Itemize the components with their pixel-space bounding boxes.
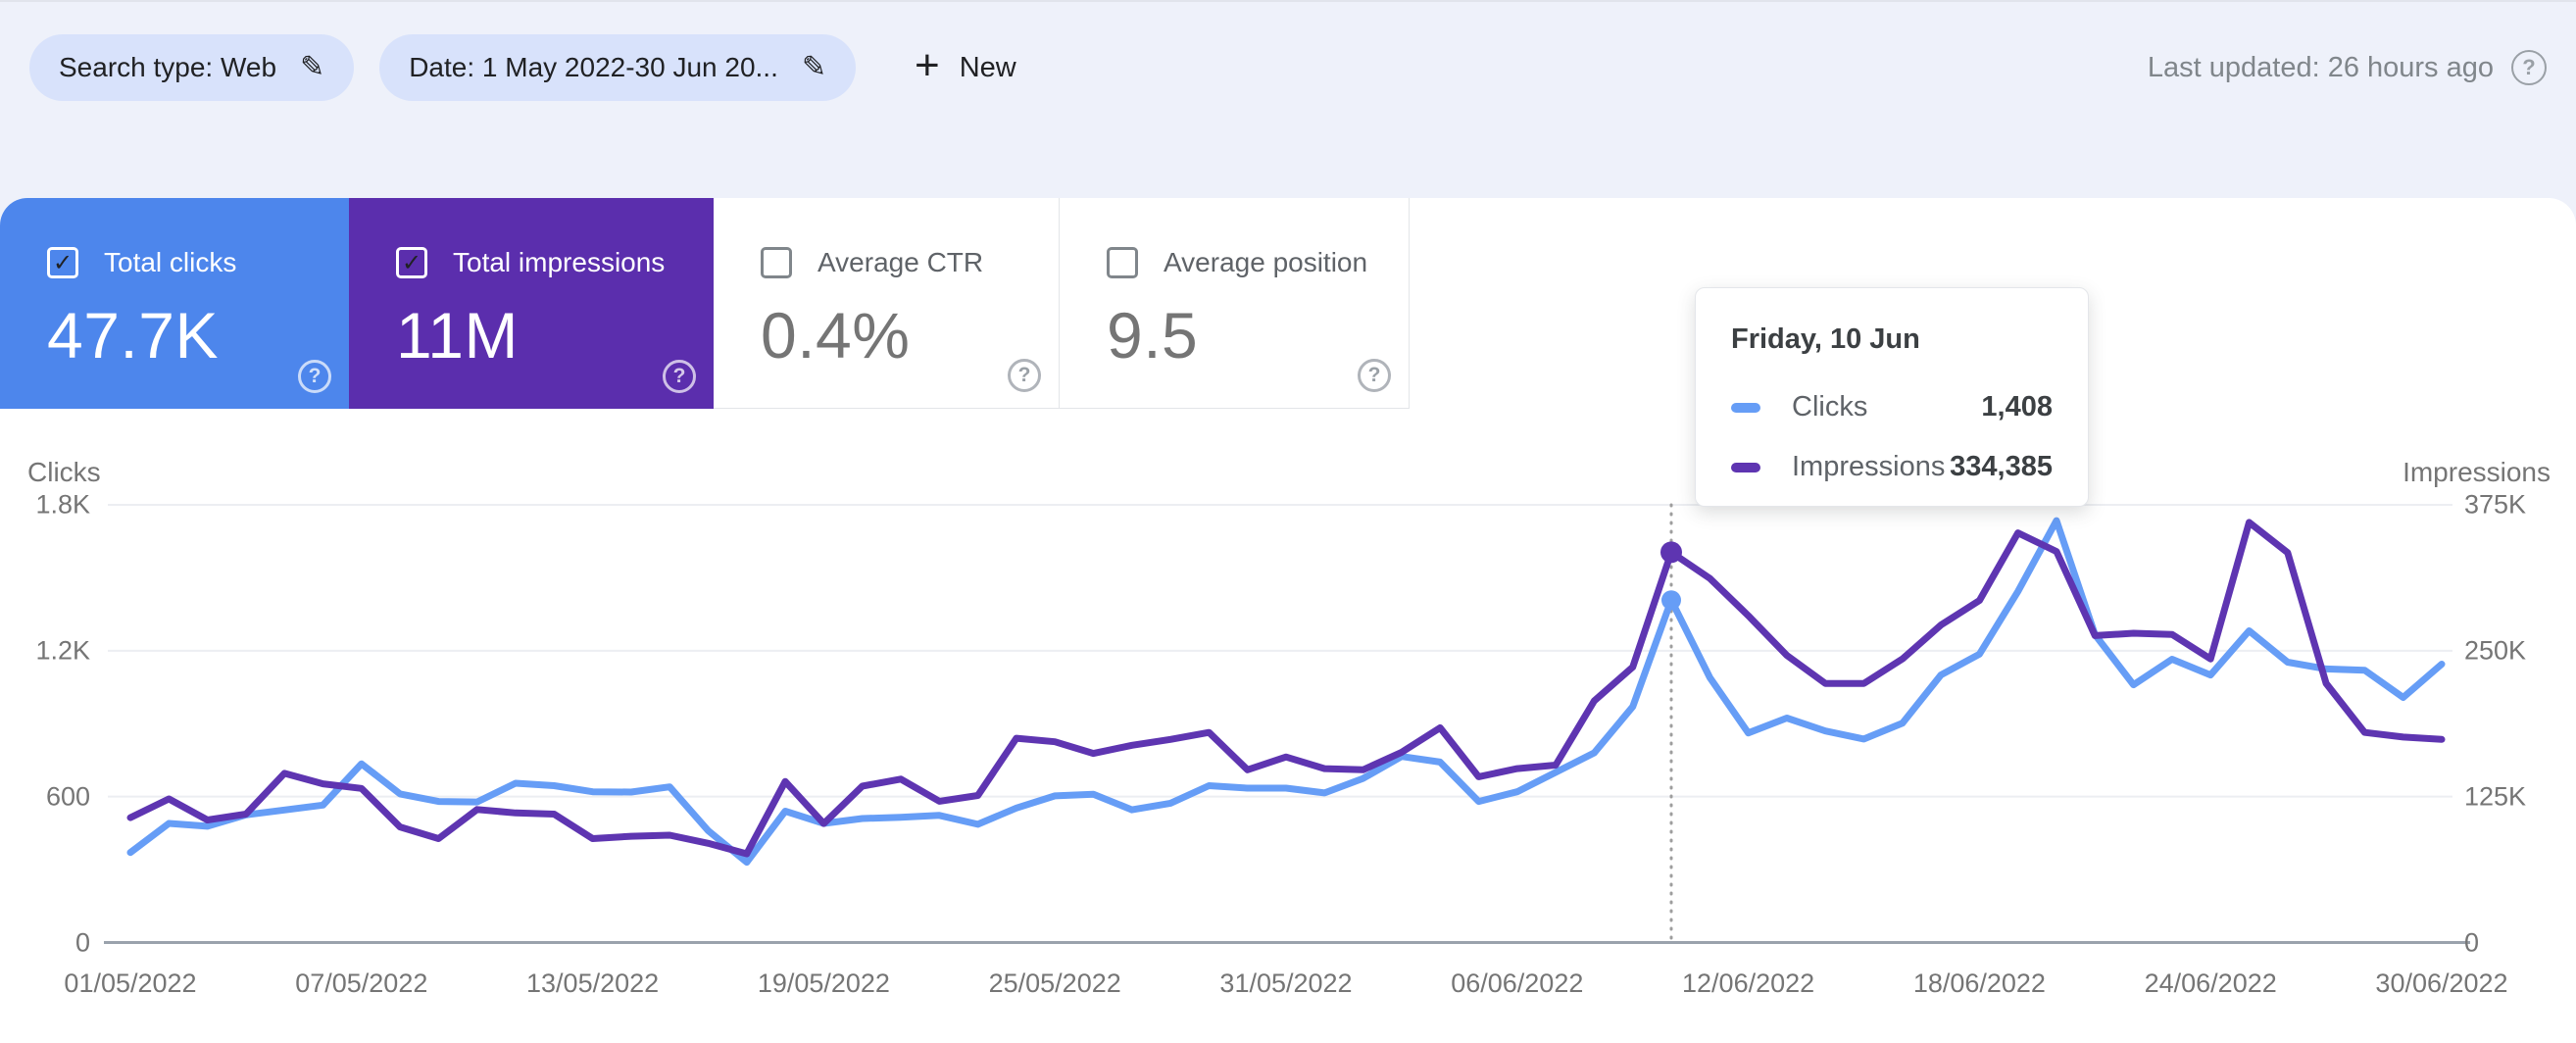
average-position-value: 9.5 bbox=[1107, 299, 1199, 372]
metric-cards-row: ✓ Total clicks 47.7K ? ✓ Total impressio… bbox=[0, 198, 1410, 409]
right-axis-title: Impressions bbox=[2403, 457, 2551, 487]
plus-icon: + bbox=[915, 41, 940, 89]
y-axis-tick-left: 600 bbox=[45, 781, 90, 812]
chart-tooltip: Friday, 10 Jun Clicks 1,408 Impressions … bbox=[1695, 287, 2089, 507]
x-axis-tick-label: 12/06/2022 bbox=[1682, 968, 1815, 998]
x-axis-tick-label: 30/06/2022 bbox=[2375, 968, 2508, 998]
new-filter-button[interactable]: + New bbox=[915, 41, 1016, 89]
x-axis-tick-label: 19/05/2022 bbox=[757, 968, 890, 998]
impressions-series-swatch-icon bbox=[1731, 462, 1760, 472]
search-type-chip-label: Search type: Web bbox=[59, 52, 277, 82]
x-axis-tick-label: 07/05/2022 bbox=[295, 968, 428, 998]
tooltip-row-clicks: Clicks 1,408 bbox=[1731, 391, 2053, 423]
checkbox-unchecked-icon[interactable] bbox=[1107, 247, 1138, 278]
new-filter-button-label: New bbox=[959, 51, 1016, 83]
x-axis-tick-label: 25/05/2022 bbox=[988, 968, 1121, 998]
tooltip-label: Impressions bbox=[1792, 451, 1946, 482]
metric-card-average-ctr[interactable]: Average CTR 0.4% ? bbox=[714, 198, 1059, 409]
x-axis-tick-label: 18/06/2022 bbox=[1912, 968, 2046, 998]
y-axis-tick-right: 0 bbox=[2464, 927, 2480, 957]
date-range-chip-label: Date: 1 May 2022-30 Jun 20... bbox=[409, 52, 778, 82]
search-type-chip[interactable]: Search type: Web ✎ bbox=[29, 34, 355, 101]
pencil-icon: ✎ bbox=[300, 51, 325, 83]
total-clicks-value: 47.7K bbox=[47, 299, 219, 372]
tooltip-clicks-value: 1,408 bbox=[1981, 391, 2053, 422]
tooltip-label: Clicks bbox=[1792, 391, 1868, 422]
y-axis-tick-left: 1.2K bbox=[35, 635, 90, 666]
clicks-series-swatch-icon bbox=[1731, 402, 1760, 413]
metric-card-total-impressions[interactable]: ✓ Total impressions 11M ? bbox=[349, 198, 714, 409]
help-icon[interactable]: ? bbox=[298, 360, 331, 393]
card-label: Average CTR bbox=[817, 247, 984, 277]
x-axis-tick-label: 06/06/2022 bbox=[1451, 968, 1584, 998]
y-axis-tick-left: 0 bbox=[74, 927, 90, 957]
top-bar: Search type: Web ✎ Date: 1 May 2022-30 J… bbox=[0, 2, 2576, 133]
x-axis-tick-label: 24/06/2022 bbox=[2144, 968, 2277, 998]
pencil-icon: ✎ bbox=[801, 51, 827, 83]
date-range-chip[interactable]: Date: 1 May 2022-30 Jun 20... ✎ bbox=[379, 34, 857, 101]
last-updated-text: Last updated: 26 hours ago bbox=[2147, 51, 2494, 83]
left-axis-title: Clicks bbox=[27, 457, 101, 487]
help-icon[interactable]: ? bbox=[2511, 50, 2547, 85]
tooltip-impressions-value: 334,385 bbox=[1950, 451, 2053, 482]
help-icon[interactable]: ? bbox=[663, 360, 696, 393]
x-axis-tick-label: 31/05/2022 bbox=[1219, 968, 1353, 998]
x-axis-tick-label: 01/05/2022 bbox=[64, 968, 197, 998]
y-axis-tick-right: 125K bbox=[2464, 781, 2527, 812]
help-icon[interactable]: ? bbox=[1008, 359, 1041, 392]
tooltip-row-impressions: Impressions 334,385 bbox=[1731, 451, 2053, 483]
help-icon[interactable]: ? bbox=[1358, 359, 1391, 392]
metric-card-total-clicks[interactable]: ✓ Total clicks 47.7K ? bbox=[0, 198, 349, 409]
checkbox-checked-icon[interactable]: ✓ bbox=[396, 247, 427, 278]
card-label: Total impressions bbox=[453, 247, 666, 277]
y-axis-tick-right: 250K bbox=[2464, 635, 2527, 666]
checkbox-checked-icon[interactable]: ✓ bbox=[47, 247, 78, 278]
average-ctr-value: 0.4% bbox=[761, 299, 911, 372]
checkbox-unchecked-icon[interactable] bbox=[761, 247, 792, 278]
card-label: Total clicks bbox=[104, 247, 237, 277]
card-label: Average position bbox=[1164, 247, 1368, 277]
total-impressions-value: 11M bbox=[396, 299, 519, 372]
metric-card-average-position[interactable]: Average position 9.5 ? bbox=[1059, 198, 1410, 409]
x-axis-tick-label: 13/05/2022 bbox=[526, 968, 660, 998]
tooltip-date-title: Friday, 10 Jun bbox=[1731, 323, 1920, 355]
y-axis-tick-right: 375K bbox=[2464, 489, 2527, 520]
y-axis-tick-left: 1.8K bbox=[35, 489, 90, 520]
